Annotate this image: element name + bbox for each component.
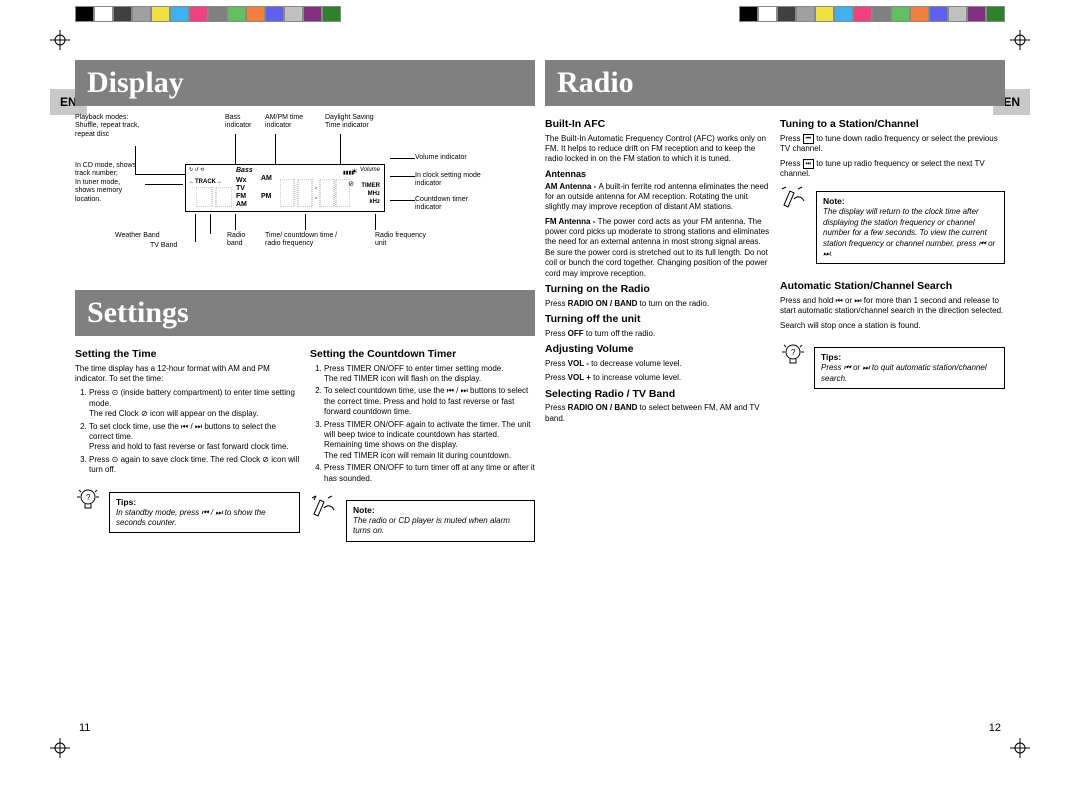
diag-label: In clock setting mode indicator — [415, 172, 481, 189]
crop-mark-icon — [1010, 738, 1030, 758]
tips-callout: Tips: Press ⏮ or ⏭ to quit automatic sta… — [814, 347, 1005, 389]
diag-label: In CD mode, shows track number; In tuner… — [75, 162, 136, 204]
column-setting-time: Setting the Time The time display has a … — [75, 344, 300, 548]
lcd-diagram: Playback modes: Shuffle, repeat track, r… — [75, 114, 535, 284]
diag-label: Countdown timer indicator — [415, 196, 468, 213]
heading: Tuning to a Station/Channel — [780, 118, 1005, 132]
body-text: Press VOL + to increase volume level. — [545, 373, 770, 383]
body-text: Press and hold ⏮ or ⏭ for more than 1 se… — [780, 296, 1005, 317]
diag-label: Weather Band — [115, 232, 160, 240]
heading: Selecting Radio / TV Band — [545, 388, 770, 402]
heading: Setting the Countdown Timer — [310, 348, 535, 362]
tips-callout: Tips: In standby mode, press ⏮ / ⏭ to sh… — [109, 492, 300, 534]
diag-label: Radio frequency unit — [375, 232, 426, 249]
page-12: Radio Built-In AFC The Built-In Automati… — [545, 60, 1005, 740]
diag-label: Radio band — [227, 232, 245, 249]
column-radio-left: Built-In AFC The Built-In Automatic Freq… — [545, 114, 770, 428]
body-text: Press RADIO ON / BAND to select between … — [545, 403, 770, 424]
heading: Turning on the Radio — [545, 283, 770, 297]
section-title-radio: Radio — [545, 60, 1005, 106]
lightbulb-icon: ? — [75, 486, 101, 512]
body-text: The time display has a 12-hour format wi… — [75, 364, 300, 385]
crop-mark-icon — [50, 738, 70, 758]
print-color-bar — [739, 6, 1005, 22]
heading: Automatic Station/Channel Search — [780, 280, 1005, 294]
list-item: Press ⊙ (inside battery compartment) to … — [89, 388, 300, 419]
diag-label: Playback modes: Shuffle, repeat track, r… — [75, 114, 139, 139]
lcd-screen: ↻ ↺ ⟲ ←TRACK→ Bass Wx TV FM AM AM PM Vol… — [185, 164, 385, 212]
print-color-bar — [75, 6, 341, 22]
page-number: 11 — [79, 722, 90, 734]
section-title-display: Display — [75, 60, 535, 106]
svg-text:?: ? — [86, 493, 91, 502]
diag-label: AM/PM time indicator — [265, 114, 303, 131]
note-callout: Note: The radio or CD player is muted wh… — [346, 500, 535, 542]
body-text: Press VOL - to decrease volume level. — [545, 359, 770, 369]
page-number: 12 — [989, 722, 1001, 734]
body-text: FM Antenna - The power cord acts as your… — [545, 217, 770, 279]
diag-label: Daylight Saving Time indicator — [325, 114, 374, 131]
heading: Adjusting Volume — [545, 343, 770, 357]
diag-label: Volume indicator — [415, 154, 467, 162]
crop-mark-icon — [1010, 30, 1030, 50]
heading: Built-In AFC — [545, 118, 770, 132]
note-callout: Note: The display will return to the clo… — [816, 191, 1005, 264]
lightbulb-icon: ? — [780, 341, 806, 367]
diag-label: Bass indicator — [225, 114, 251, 131]
list-item: To select countdown time, use the ⏮ / ⏭ … — [324, 386, 535, 417]
list-item: Press ⊙ again to save clock time. The re… — [89, 455, 300, 476]
hand-writing-icon — [310, 494, 338, 518]
section-title-settings: Settings — [75, 290, 535, 336]
list-item: Press TIMER ON/OFF to enter timer settin… — [324, 364, 535, 385]
subheading: Antennas — [545, 169, 770, 181]
list-item: Press TIMER ON/OFF again to activate the… — [324, 420, 535, 462]
body-text: Press OFF to turn off the radio. — [545, 329, 770, 339]
page-11: Display Playback modes: Shuffle, repeat … — [75, 60, 535, 740]
list-item: Press TIMER ON/OFF to turn timer off at … — [324, 463, 535, 484]
body-text: Press RADIO ON / BAND to turn on the rad… — [545, 299, 770, 309]
body-text: Press ⏮ to tune down radio frequency or … — [780, 134, 1005, 155]
column-countdown-timer: Setting the Countdown Timer Press TIMER … — [310, 344, 535, 548]
heading: Setting the Time — [75, 348, 300, 362]
list-item: To set clock time, use the ⏮ / ⏭ buttons… — [89, 422, 300, 453]
heading: Turning off the unit — [545, 313, 770, 327]
svg-text:?: ? — [791, 348, 796, 357]
diag-label: Time/ countdown time / radio frequency — [265, 232, 337, 249]
body-text: Press ⏭ to tune up radio frequency or se… — [780, 159, 1005, 180]
body-text: The Built-In Automatic Frequency Control… — [545, 134, 770, 165]
body-text: Search will stop once a station is found… — [780, 321, 1005, 331]
crop-mark-icon — [50, 30, 70, 50]
body-text: AM Antenna - AM Antenna - A built-in fer… — [545, 182, 770, 213]
diag-label: TV Band — [150, 242, 177, 250]
hand-writing-icon — [780, 185, 808, 209]
column-radio-right: Tuning to a Station/Channel Press ⏮ to t… — [780, 114, 1005, 428]
